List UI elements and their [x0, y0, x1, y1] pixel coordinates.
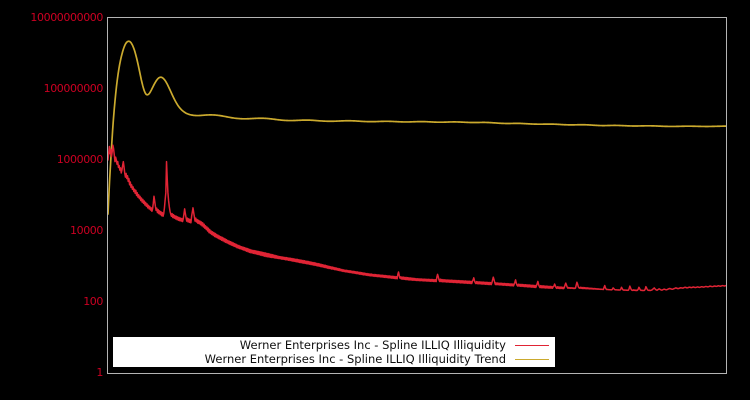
legend-item-trend: Werner Enterprises Inc - Spline ILLIQ Il…	[113, 352, 549, 366]
chart-legend: Werner Enterprises Inc - Spline ILLIQ Il…	[113, 337, 555, 367]
y-tick-label: 10000000000	[30, 11, 103, 24]
y-tick-label: 10000	[70, 224, 103, 237]
legend-item-illiquidity: Werner Enterprises Inc - Spline ILLIQ Il…	[113, 338, 549, 352]
series-line-trend	[108, 40, 726, 215]
legend-swatch-trend	[515, 358, 549, 360]
y-tick-label: 1000000	[56, 153, 104, 166]
plot-svg	[108, 40, 726, 292]
y-tick-label: 1	[96, 366, 103, 379]
y-tick-label: 100000000	[43, 82, 104, 95]
y-tick-label: 100	[83, 295, 103, 308]
legend-label-illiquidity: Werner Enterprises Inc - Spline ILLIQ Il…	[239, 338, 506, 352]
y-axis-tick-labels: 10000000000 100000000 1000000 10000 100 1	[0, 0, 103, 400]
legend-swatch-illiquidity	[515, 344, 549, 346]
legend-label-trend: Werner Enterprises Inc - Spline ILLIQ Il…	[204, 352, 506, 366]
series-line-illiquidity	[108, 144, 726, 292]
plot-area	[107, 17, 727, 374]
